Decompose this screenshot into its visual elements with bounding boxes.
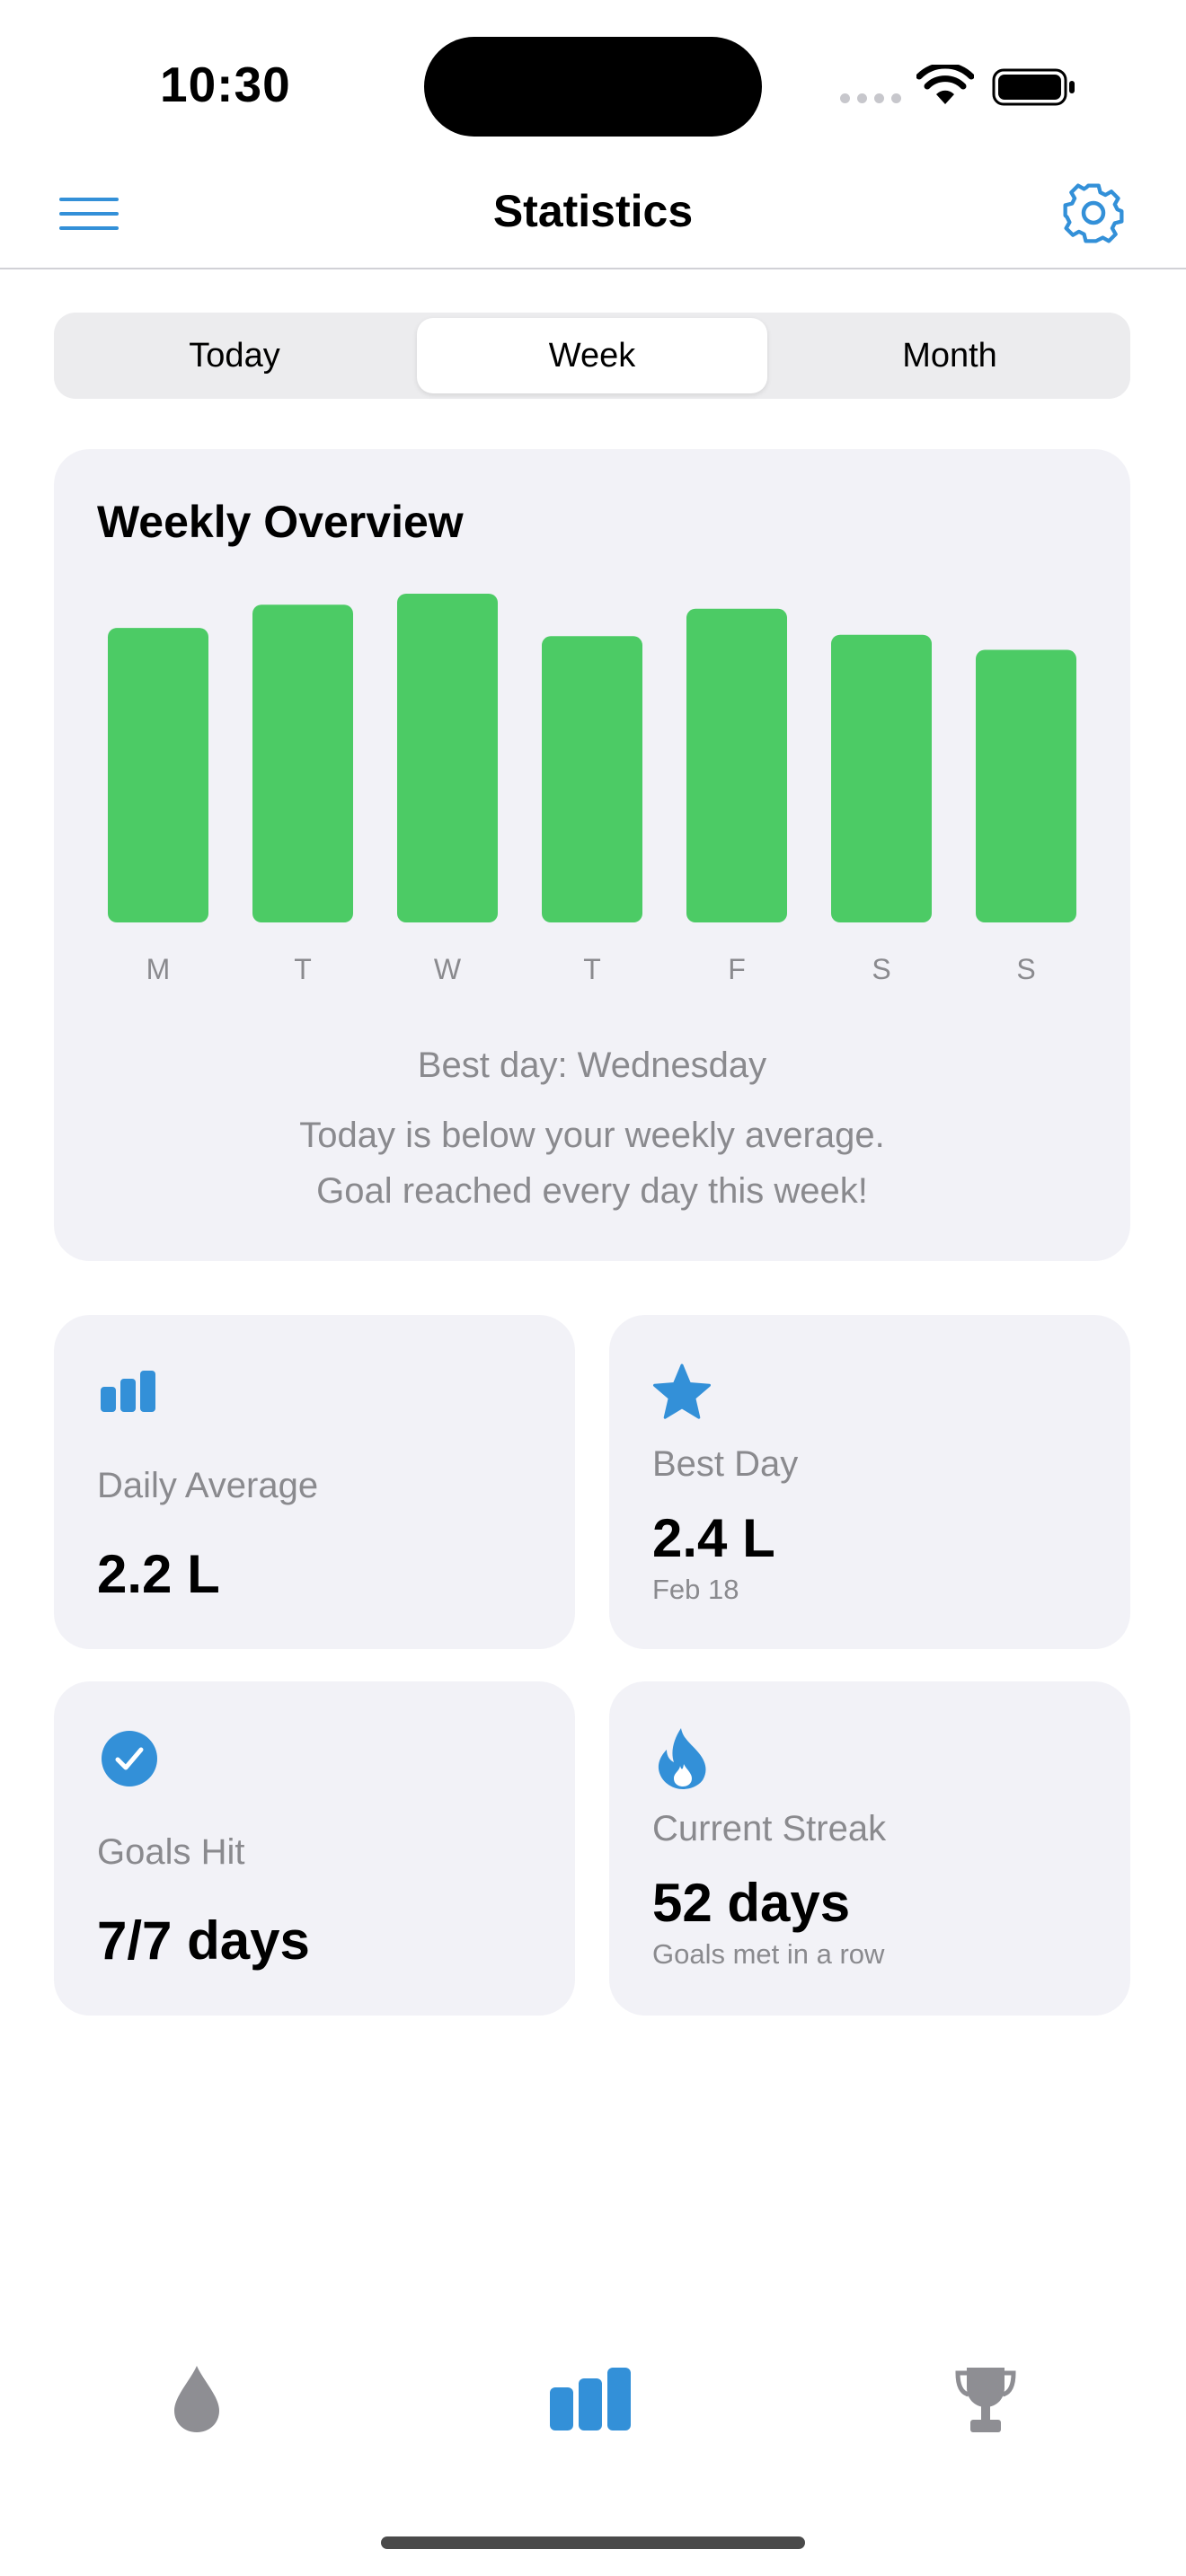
page-title: Statistics [492, 186, 694, 236]
goals-hit-card: Goals Hit 7/7 days [54, 1681, 575, 2016]
day-label: S [1016, 953, 1035, 985]
daily-average-card: Daily Average 2.2 L [54, 1315, 575, 1649]
stat-value: 52 days [652, 1873, 851, 1933]
current-streak-card: Current Streak 52 days Goals met in a ro… [609, 1681, 1130, 2016]
home-indicator [381, 2536, 805, 2549]
gear-icon[interactable] [1060, 180, 1127, 246]
best-day-text: Best day: Wednesday [417, 1045, 767, 1085]
chart-bar [252, 604, 353, 922]
best-day-card: Best Day 2.4 L Feb 18 [609, 1315, 1130, 1649]
wifi-icon [916, 65, 974, 104]
stat-title: Best Day [652, 1444, 799, 1484]
day-label: T [294, 953, 312, 985]
weekly-overview-card: Weekly Overview M T W T F S S Best day: Wednes… [54, 449, 1130, 1261]
flame-icon [658, 1728, 706, 1789]
stat-title: Goals Hit [97, 1832, 245, 1872]
stat-subtitle: Goals met in a row [652, 1938, 885, 1970]
stat-value: 2.2 L [97, 1544, 220, 1604]
day-label: T [583, 953, 601, 985]
battery-icon [992, 68, 1075, 106]
stat-value: 2.4 L [652, 1508, 775, 1568]
cellular-signal-icon [840, 93, 901, 103]
segment-month[interactable]: Month [902, 336, 997, 375]
bar-chart-icon [101, 1371, 155, 1412]
stat-title: Current Streak [652, 1809, 887, 1848]
chart-bar [831, 634, 932, 922]
stat-value: 7/7 days [97, 1910, 310, 1971]
chart-bar [542, 636, 642, 922]
day-label: S [872, 953, 890, 985]
water-drop-icon[interactable] [173, 2364, 221, 2434]
period-segmented-control: Today Week Month [54, 313, 1130, 399]
status-time: 10:30 [160, 57, 291, 112]
chart-bar [108, 628, 208, 922]
bar-chart-icon[interactable] [550, 2368, 631, 2430]
checkmark-circle-icon [102, 1731, 157, 1786]
day-label: F [728, 953, 746, 985]
menu-icon[interactable] [59, 196, 120, 232]
day-label: M [146, 953, 171, 985]
segment-week[interactable]: Week [417, 318, 767, 393]
navigation-header: Statistics [0, 153, 1186, 269]
card-title: Weekly Overview [97, 497, 464, 547]
dynamic-island [424, 37, 762, 137]
chart-bar [686, 608, 787, 922]
below-average-text: Today is below your weekly average. [299, 1116, 885, 1155]
chart-bar [976, 649, 1076, 922]
star-icon [653, 1363, 711, 1419]
trophy-icon[interactable] [954, 2364, 1017, 2434]
goal-reached-text: Goal reached every day this week! [316, 1171, 868, 1211]
day-label: W [434, 953, 462, 985]
chart-bar [397, 594, 498, 922]
stat-subtitle: Feb 18 [652, 1574, 739, 1605]
segment-today[interactable]: Today [189, 336, 280, 375]
stat-title: Daily Average [97, 1466, 319, 1505]
